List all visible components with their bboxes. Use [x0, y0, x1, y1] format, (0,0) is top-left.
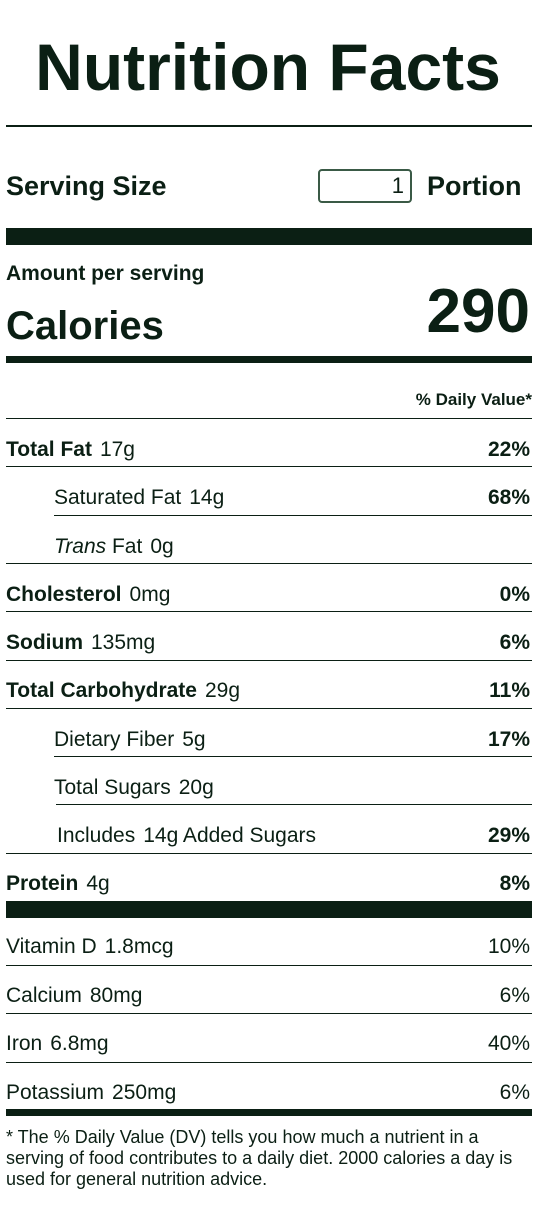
nutrient-amount: 0g [150, 535, 174, 558]
divider [6, 853, 532, 854]
divider [6, 1062, 532, 1063]
nutrient-dv: 68% [487, 486, 530, 509]
nutrient-dv: 22% [487, 438, 530, 461]
nutrient-name: Total Fat [6, 438, 92, 461]
vitamin-name: Potassium [6, 1081, 105, 1104]
nutrient-amount: 29g [204, 679, 241, 702]
divider [6, 466, 532, 467]
nutrient-amount: 0mg [129, 583, 171, 606]
nutrient-dv: 29% [487, 824, 530, 847]
divider [6, 611, 532, 612]
vitamin-dv: 6% [499, 984, 530, 1007]
vitamin-row-iron: Iron 6.8mg [6, 1029, 109, 1059]
divider [6, 125, 532, 127]
amount-per-serving-label: Amount per serving [6, 262, 205, 285]
nutrient-dv: 8% [499, 872, 530, 895]
nutrient-amount: 5g [182, 728, 206, 751]
vitamin-amount: 80mg [89, 984, 143, 1007]
vitamin-amount: 1.8mcg [104, 935, 174, 958]
thick-divider [6, 901, 532, 918]
calories-label: Calories [6, 304, 164, 348]
nutrient-dv: 0% [499, 583, 530, 606]
nutrient-row-added-sugars: Includes 14g Added Sugars [57, 821, 316, 851]
divider [56, 804, 532, 805]
nutrient-row-total-fat: Total Fat 17g [6, 435, 135, 465]
nutrient-name: Cholesterol [6, 583, 122, 606]
divider [54, 756, 532, 757]
nutrient-name: Fat [111, 535, 143, 558]
vitamin-dv: 10% [487, 935, 530, 958]
vitamin-row-vitamin-d: Vitamin D 1.8mcg [6, 932, 174, 962]
nutrient-name: Total Carbohydrate [6, 679, 197, 702]
nutrient-row-sodium: Sodium 135mg [6, 628, 155, 658]
daily-value-header: % Daily Value* [415, 390, 532, 409]
nutrient-row-dietary-fiber: Dietary Fiber 5g [54, 725, 206, 755]
medium-divider [6, 356, 532, 363]
calories-value: 290 [426, 277, 530, 346]
nutrient-amount: 4g [86, 872, 110, 895]
nutrient-amount: 14g Added Sugars [143, 824, 317, 847]
thick-divider [6, 228, 532, 245]
nutrient-row-saturated-fat: Saturated Fat 14g [54, 483, 224, 513]
vitamin-amount: 250mg [112, 1081, 177, 1104]
nutrient-name: Total Sugars [54, 776, 171, 799]
medium-divider [6, 1109, 532, 1116]
vitamin-dv: 6% [499, 1081, 530, 1104]
nutrient-amount: 14g [189, 486, 225, 509]
nutrient-dv: 17% [487, 728, 530, 751]
divider [6, 418, 532, 419]
divider [6, 563, 532, 564]
label-title: Nutrition Facts [35, 30, 501, 104]
nutrient-name: Protein [6, 872, 79, 895]
divider [6, 660, 532, 661]
vitamin-row-potassium: Potassium 250mg [6, 1078, 176, 1108]
nutrient-amount: 17g [99, 438, 135, 461]
nutrient-row-cholesterol: Cholesterol 0mg [6, 580, 170, 610]
nutrient-name: Saturated Fat [54, 486, 182, 509]
nutrient-row-total-sugars: Total Sugars 20g [54, 773, 214, 803]
serving-size-input[interactable] [318, 169, 412, 203]
vitamin-name: Calcium [6, 984, 82, 1007]
nutrient-row-total-carbohydrate: Total Carbohydrate 29g [6, 676, 240, 706]
nutrient-name: Sodium [6, 631, 83, 654]
nutrient-dv: 11% [489, 679, 530, 702]
vitamin-row-calcium: Calcium 80mg [6, 981, 142, 1011]
daily-value-footnote: * The % Daily Value (DV) tells you how m… [6, 1127, 513, 1189]
divider [54, 515, 532, 516]
vitamin-name: Iron [6, 1032, 43, 1055]
nutrient-name: Dietary Fiber [54, 728, 175, 751]
nutrient-row-protein: Protein 4g [6, 869, 110, 899]
divider [6, 965, 532, 966]
divider [6, 1013, 532, 1014]
serving-unit-label: Portion [427, 171, 522, 201]
divider [6, 708, 532, 709]
vitamin-dv: 40% [487, 1032, 530, 1055]
nutrient-amount: 20g [178, 776, 214, 799]
vitamin-name: Vitamin D [6, 935, 97, 958]
serving-size-label: Serving Size [6, 171, 167, 201]
nutrient-name: Includes [57, 824, 136, 847]
nutrient-amount: 135mg [91, 631, 156, 654]
vitamin-amount: 6.8mg [50, 1032, 109, 1055]
nutrient-row-trans-fat: Trans Fat 0g [54, 532, 174, 562]
nutrient-name-italic: Trans [54, 535, 107, 558]
nutrient-dv: 6% [499, 631, 530, 654]
